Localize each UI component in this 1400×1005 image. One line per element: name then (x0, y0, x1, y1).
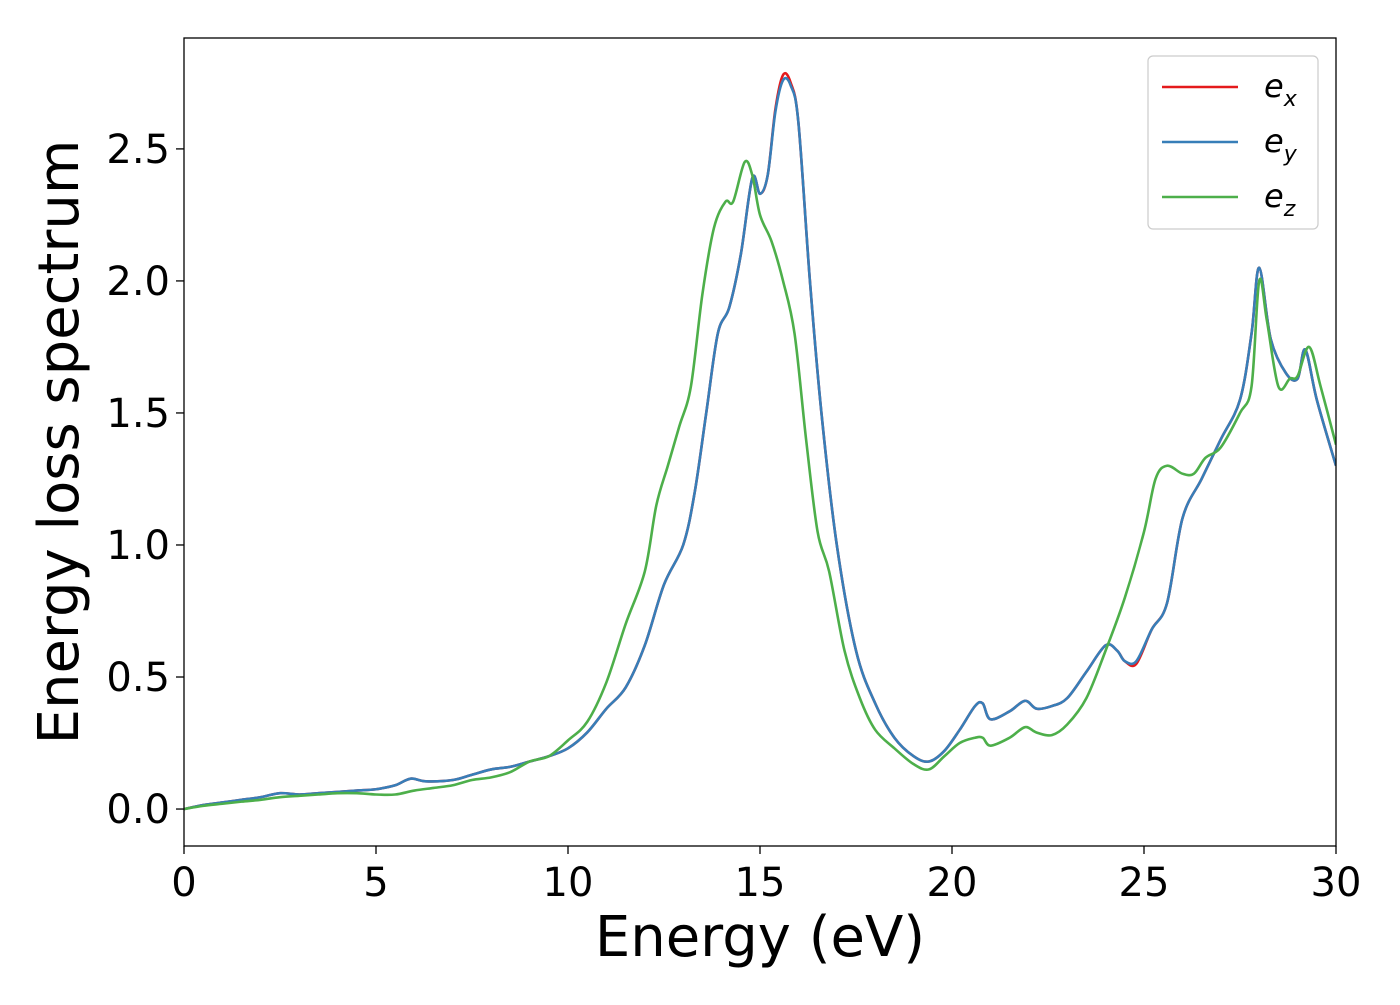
y-tick-label: 0.5 (106, 655, 170, 701)
y-axis: 0.0 0.5 1.0 1.5 2.0 2.5 (106, 127, 184, 833)
y-tick-label: 1.0 (106, 523, 170, 569)
y-axis-label: Energy loss spectrum (27, 140, 92, 745)
x-tick-label: 0 (171, 860, 196, 906)
legend-subscript: x (1283, 87, 1298, 112)
series-line-e-z (184, 159, 1336, 811)
y-tick-label: 2.5 (106, 127, 170, 173)
x-tick-label: 5 (363, 860, 388, 906)
x-tick-label: 25 (1119, 860, 1170, 906)
legend-subscript: y (1283, 142, 1298, 167)
x-tick-label: 15 (735, 860, 786, 906)
y-tick-label: 1.5 (106, 391, 170, 437)
x-tick-label: 30 (1311, 860, 1362, 906)
x-tick-label: 20 (927, 860, 978, 906)
x-axis-label: Energy (eV) (595, 905, 925, 970)
series-layer (184, 71, 1336, 811)
y-tick-label: 0.0 (106, 787, 170, 833)
x-axis: 0 5 10 15 20 25 30 (171, 846, 1361, 906)
y-tick-label: 2.0 (106, 259, 170, 305)
series-line-e-y (184, 76, 1336, 811)
x-tick-label: 10 (543, 860, 594, 906)
legend-subscript: z (1283, 197, 1296, 222)
